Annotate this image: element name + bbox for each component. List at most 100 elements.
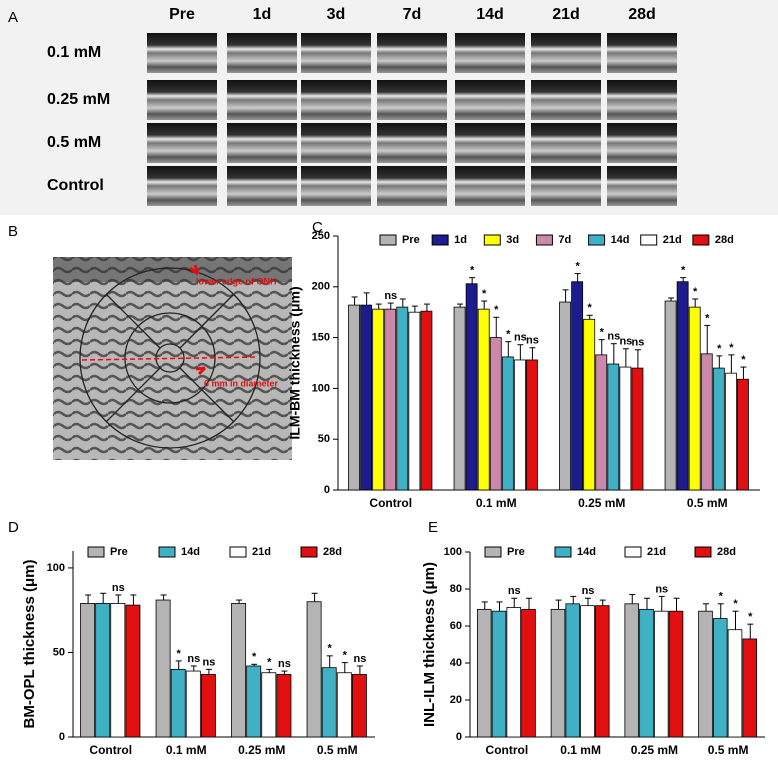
bar [559,301,572,491]
bar [125,604,141,738]
legend-label: 28d [323,546,342,558]
legend-label: 21d [252,546,271,558]
bar [700,353,713,491]
bar [80,603,96,738]
error-bar [311,592,318,602]
x-tick-label: Control [89,743,132,757]
bar [372,308,385,491]
y-tick-label: 40 [450,657,462,669]
error-bar [496,601,503,612]
panel-label: B [8,223,18,240]
significance-label: * [267,656,272,668]
legend-swatch [535,234,553,246]
bar [607,363,620,491]
oct-image [607,166,677,206]
y-tick-label: 150 [312,332,330,344]
error-bar [251,663,258,666]
oct-image [147,80,217,120]
significance-label: ns [508,585,521,597]
bar [521,608,536,738]
bar [155,599,171,738]
error-bar [387,302,394,310]
oct-grid: Pre 1d 3d 7d 14d 21d 28d 0.1 mM 0.25 mM 0.5 mM Con… [47,6,677,206]
oct-image [531,80,601,120]
legend-label: 14d [577,546,596,558]
error-bar [599,599,606,606]
oct-image [227,123,297,163]
error-bar [481,300,488,310]
error-bar [160,594,167,601]
error-bar [585,597,591,606]
oct-image [377,33,447,73]
error-bar [281,670,288,675]
oct-image [377,80,447,120]
diameter-line [81,356,259,361]
error-bar [658,595,665,612]
oct-image [301,123,371,163]
significance-label: * [343,650,348,662]
legend-label: 21d [647,546,666,558]
y-tick-label: 100 [444,546,462,558]
error-bar [341,662,348,673]
bar [170,668,186,738]
y-tick-label: 20 [450,694,462,706]
bar [95,603,111,738]
oct-image [301,80,371,120]
oct-image [455,80,525,120]
bar [664,300,677,491]
error-bar [236,599,243,604]
bar [477,308,490,491]
bar [501,356,514,491]
significance-label: * [729,342,734,354]
bar [712,367,725,491]
bar [491,610,507,738]
bar [736,378,749,491]
significance-label: ns [582,585,595,597]
bar [525,359,538,491]
error-bar [85,594,92,604]
bar [384,308,397,491]
error-bar [598,339,605,355]
bar [639,608,654,738]
error-bar [747,623,754,639]
column-label: 3d [327,6,346,23]
error-bar [411,305,418,313]
panel-label: E [428,519,438,536]
error-bar [629,594,636,604]
x-tick-label: Control [486,743,529,757]
bar [595,354,608,491]
panel-label: A [8,9,18,26]
error-bar [363,292,370,306]
significance-label: * [717,343,722,355]
legend-label: Pre [110,546,128,558]
bar [676,281,689,491]
error-bar [703,603,709,612]
bar [360,304,373,491]
error-bar [574,273,581,282]
oct-image [455,33,525,73]
error-bar [644,597,650,610]
bar [351,674,367,738]
legend-label: 28d [717,546,736,558]
error-bar [668,297,675,302]
column-label: 28d [628,6,656,23]
oct-image [301,33,371,73]
x-tick-label: 0.5 mM [708,743,749,757]
legend-swatch [229,546,247,558]
panel-label: D [8,519,19,536]
error-bar [622,348,629,368]
error-bar [505,341,512,357]
legend-swatch [624,546,642,558]
significance-label: ns [384,290,397,302]
legend-swatch [554,546,572,558]
bar [231,603,247,738]
legend-label: 21d [663,234,682,246]
bar [306,601,322,738]
significance-label: * [733,598,738,610]
column-label: Pre [169,6,195,23]
significance-label: ns [112,582,125,594]
bar [185,670,201,738]
bar [727,629,743,738]
bar [453,306,466,491]
